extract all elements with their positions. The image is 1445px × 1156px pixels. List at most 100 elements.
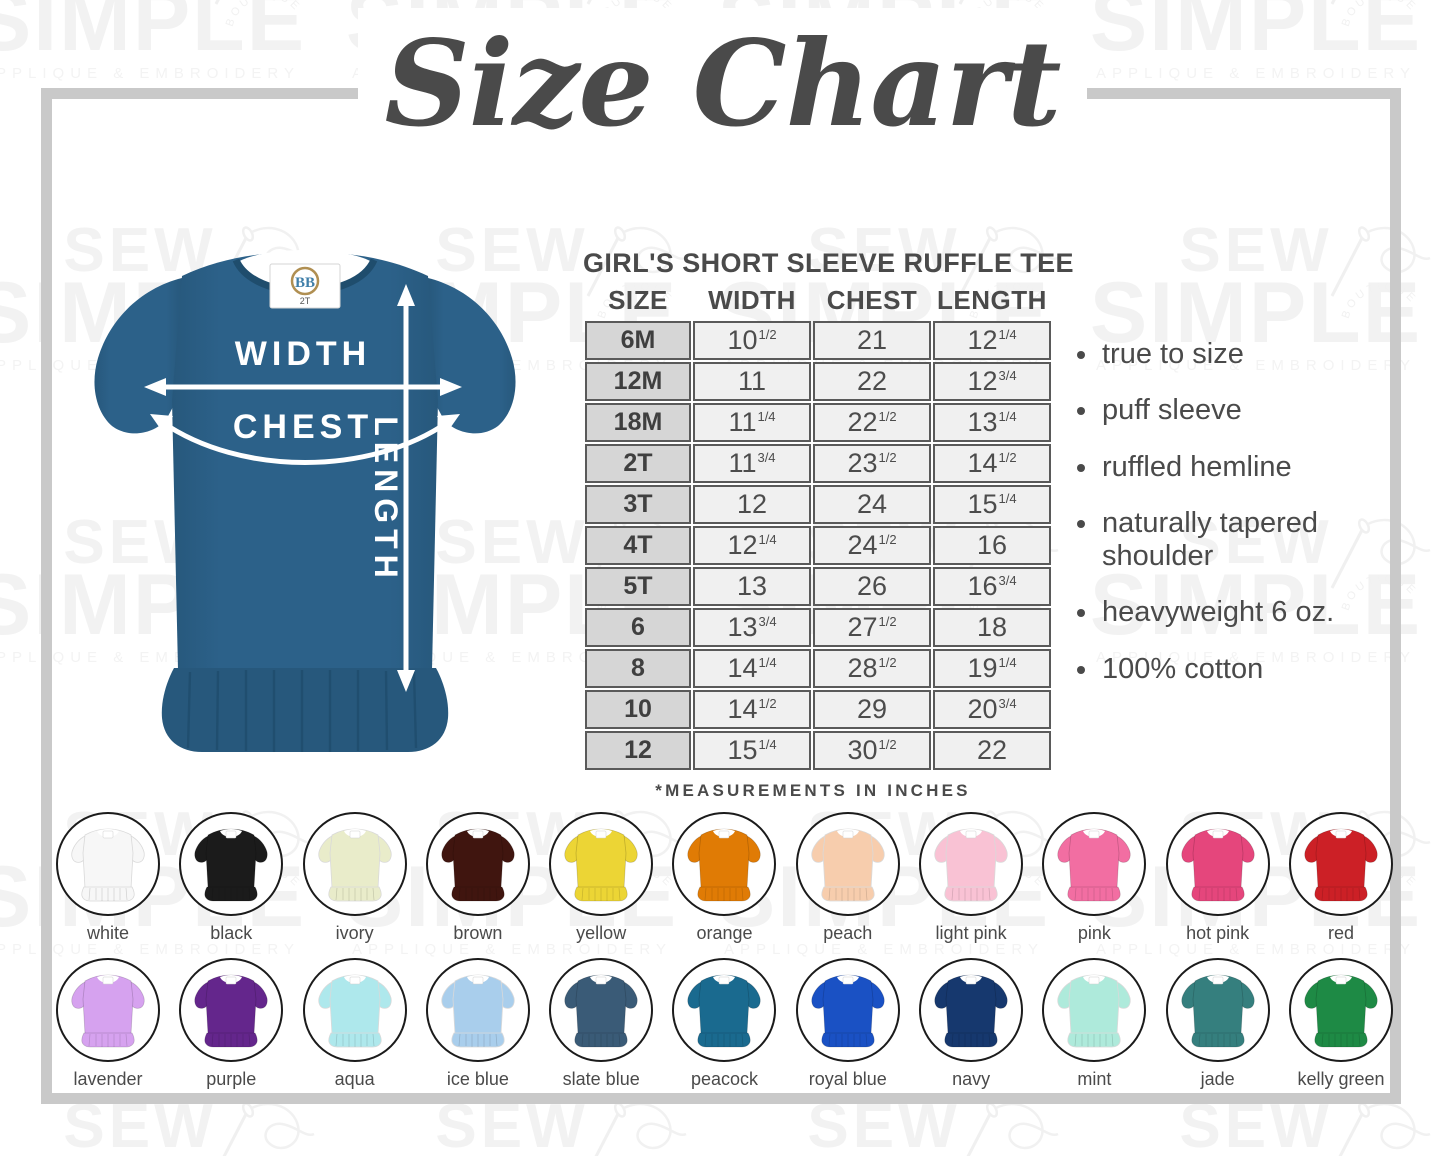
color-swatch-circle[interactable]: [795, 958, 900, 1062]
table-row: 8 141/4 281/2 191/4: [585, 649, 1051, 688]
color-swatch-row-1: white black ivory brown yellow orange peach lig…: [52, 812, 1397, 944]
color-swatch-label: navy: [952, 1069, 991, 1089]
table-row: 6 133/4 271/2 18: [585, 608, 1051, 647]
color-swatch-circle[interactable]: [672, 812, 777, 916]
cell-width: 141/2: [693, 690, 811, 729]
color-swatch-circle[interactable]: [425, 958, 530, 1062]
tee-thumbnail: [317, 974, 392, 1048]
tee-thumbnail: [194, 828, 268, 902]
color-swatch[interactable]: peach: [792, 812, 904, 944]
color-swatch[interactable]: kelly green: [1285, 958, 1397, 1090]
color-swatch-circle[interactable]: [919, 958, 1024, 1062]
cell-length: 141/2: [933, 444, 1051, 483]
color-swatch[interactable]: light pink: [915, 812, 1027, 944]
cell-width: 151/4: [693, 731, 811, 770]
color-swatch[interactable]: red: [1285, 812, 1397, 944]
cell-length: 18: [933, 608, 1051, 647]
color-swatch-circle[interactable]: [179, 812, 284, 916]
feature-item: 100% cotton: [1075, 653, 1395, 685]
tee-thumbnail: [1057, 828, 1132, 902]
color-swatch-label: peach: [823, 923, 873, 943]
cell-length: 16: [933, 526, 1051, 565]
size-table-block: GIRL'S SHORT SLEEVE RUFFLE TEE SIZE WIDT…: [583, 248, 1074, 801]
size-table-header-row: SIZE WIDTH CHEST LENGTH: [585, 285, 1051, 319]
color-swatch-row-2: lavender purple aqua ice blue slate blue peac…: [52, 958, 1397, 1090]
color-swatch-circle[interactable]: [302, 958, 407, 1062]
color-swatch-label: yellow: [576, 923, 627, 943]
color-swatch-circle[interactable]: [795, 812, 900, 916]
color-swatch[interactable]: royal blue: [792, 958, 904, 1090]
color-swatch-circle[interactable]: [1042, 812, 1147, 916]
color-swatch[interactable]: lavender: [52, 958, 164, 1090]
color-swatch[interactable]: yellow: [545, 812, 657, 944]
color-swatch[interactable]: navy: [915, 958, 1027, 1090]
color-swatch[interactable]: aqua: [299, 958, 411, 1090]
tee-thumbnail: [564, 828, 638, 902]
color-swatch[interactable]: brown: [422, 812, 534, 944]
color-swatch-circle[interactable]: [1288, 958, 1393, 1062]
color-swatch-circle[interactable]: [56, 812, 160, 916]
tee-thumbnail: [71, 828, 145, 902]
color-swatch[interactable]: white: [52, 812, 164, 944]
color-swatch[interactable]: ice blue: [422, 958, 534, 1090]
color-swatch[interactable]: peacock: [668, 958, 780, 1090]
page-title: Size Chart: [0, 8, 1445, 160]
color-swatch-label: ice blue: [446, 1069, 509, 1089]
tee-thumbnail: [441, 974, 515, 1048]
color-swatch-label: kelly green: [1297, 1069, 1385, 1089]
color-swatch[interactable]: orange: [668, 812, 780, 944]
length-measure-arrow: [397, 284, 415, 692]
color-swatch[interactable]: slate blue: [545, 958, 657, 1090]
column-header-length: LENGTH: [937, 285, 1047, 315]
color-swatch-label: hot pink: [1186, 923, 1250, 943]
color-swatch-label: white: [86, 923, 130, 943]
color-swatch-circle[interactable]: [1165, 958, 1270, 1062]
brand-tag: BB 2T: [269, 263, 341, 309]
color-swatch[interactable]: hot pink: [1162, 812, 1274, 944]
tee-thumbnail: [934, 828, 1008, 902]
cell-chest: 24: [813, 485, 931, 524]
color-swatch[interactable]: jade: [1162, 958, 1274, 1090]
color-swatch-label: peacock: [690, 1069, 758, 1089]
tee-thumbnail: [317, 828, 392, 902]
color-swatch-label: red: [1327, 923, 1354, 943]
cell-length: 131/4: [933, 403, 1051, 442]
color-swatch-grid: white black ivory brown yellow orange peach lig…: [52, 812, 1397, 1104]
color-swatch-circle[interactable]: [549, 812, 654, 916]
color-swatch[interactable]: black: [175, 812, 287, 944]
tee-thumbnail: [71, 974, 145, 1048]
color-swatch[interactable]: pink: [1038, 812, 1150, 944]
color-swatch-circle[interactable]: [302, 812, 407, 916]
color-swatch-circle[interactable]: [1165, 812, 1270, 916]
color-swatch-circle[interactable]: [1288, 812, 1393, 916]
cell-chest: 221/2: [813, 403, 931, 442]
cell-width: 133/4: [693, 608, 811, 647]
cell-length: 163/4: [933, 567, 1051, 606]
color-swatch-circle[interactable]: [672, 958, 777, 1062]
cell-chest: 301/2: [813, 731, 931, 770]
color-swatch-circle[interactable]: [919, 812, 1024, 916]
color-swatch-label: lavender: [73, 1069, 143, 1089]
color-swatch-circle[interactable]: [549, 958, 654, 1062]
color-swatch[interactable]: purple: [175, 958, 287, 1090]
color-swatch-circle[interactable]: [425, 812, 530, 916]
tee-thumbnail: [934, 974, 1008, 1048]
tee-thumbnail: [811, 828, 885, 902]
cell-width: 13: [693, 567, 811, 606]
cell-size: 12M: [585, 362, 691, 401]
color-swatch-circle[interactable]: [1042, 958, 1147, 1062]
tee-thumbnail: [1304, 828, 1378, 902]
right-sleeve: [428, 278, 516, 434]
brand-tag-logo: BB: [295, 275, 315, 291]
color-swatch-circle[interactable]: [56, 958, 160, 1062]
cell-width: 101/2: [693, 321, 811, 360]
cell-chest: 29: [813, 690, 931, 729]
cell-chest: 22: [813, 362, 931, 401]
cell-chest: 26: [813, 567, 931, 606]
cell-size: 3T: [585, 485, 691, 524]
cell-chest: 231/2: [813, 444, 931, 483]
color-swatch[interactable]: mint: [1038, 958, 1150, 1090]
color-swatch[interactable]: ivory: [299, 812, 411, 944]
color-swatch-circle[interactable]: [179, 958, 284, 1062]
color-swatch-label: jade: [1200, 1069, 1235, 1089]
